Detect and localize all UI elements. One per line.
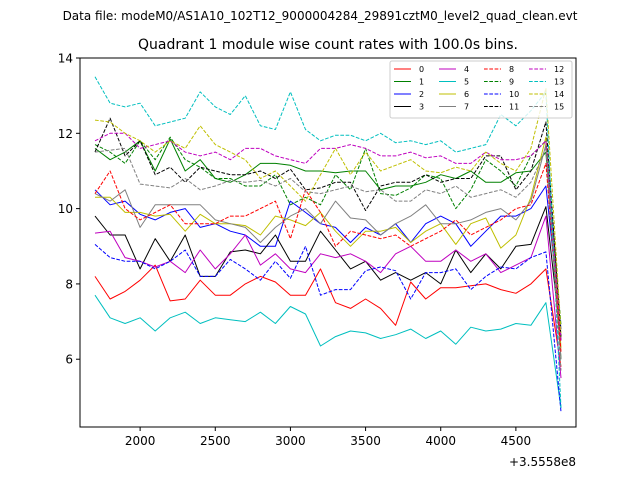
- legend-label-4: 4: [464, 65, 469, 74]
- x-axis: 2000 2500 3000 3500 4000 4500: [125, 427, 531, 448]
- chart-title: Quadrant 1 module wise count rates with …: [138, 37, 518, 53]
- suptitle: Data file: modeM0/AS1A10_102T12_90000042…: [63, 9, 578, 23]
- legend-label-11: 11: [509, 103, 519, 112]
- legend-label-6: 6: [464, 90, 469, 99]
- x-tick-label: 2500: [200, 434, 231, 448]
- legend-box: [389, 60, 573, 119]
- series-line-9: [94, 136, 562, 326]
- legend-label-14: 14: [554, 90, 564, 99]
- legend-label-12: 12: [554, 65, 564, 74]
- y-tick-label: 10: [58, 202, 73, 216]
- series-line-7: [94, 144, 562, 360]
- y-tick-label: 8: [65, 277, 73, 291]
- legend-label-9: 9: [509, 78, 514, 87]
- y-tick-label: 6: [65, 353, 73, 367]
- legend-label-2: 2: [419, 90, 424, 99]
- legend-label-5: 5: [464, 78, 469, 87]
- axes-frame: [79, 57, 577, 428]
- legend-label-10: 10: [509, 90, 519, 99]
- series-line-2: [94, 185, 562, 330]
- series-line-4: [94, 215, 562, 379]
- series-line-5: [94, 294, 562, 409]
- series-line-12: [94, 132, 562, 341]
- legend-label-3: 3: [419, 103, 424, 112]
- legend-label-7: 7: [464, 103, 469, 112]
- series-line-14: [94, 87, 562, 333]
- series-line-3: [94, 206, 562, 341]
- legend-label-13: 13: [554, 78, 564, 87]
- series-line-13: [94, 76, 562, 409]
- x-tick-label: 4500: [501, 434, 532, 448]
- y-axis: 6 8 10 12 14: [58, 52, 80, 367]
- legend-label-1: 1: [419, 78, 424, 87]
- series-line-15: [94, 147, 562, 371]
- x-tick-label: 2000: [125, 434, 156, 448]
- series-line-8: [94, 162, 562, 352]
- series-line-6: [95, 136, 562, 348]
- series-line-1: [94, 138, 562, 360]
- series-line-11: [94, 117, 562, 337]
- legend-label-8: 8: [509, 65, 514, 74]
- x-tick-label: 3000: [275, 434, 306, 448]
- y-tick-label: 14: [58, 52, 73, 66]
- plot-area: [94, 76, 562, 412]
- legend-label-15: 15: [554, 103, 564, 112]
- legend-label-0: 0: [419, 65, 424, 74]
- y-tick-label: 12: [58, 127, 73, 141]
- series-line-0: [94, 264, 562, 367]
- series-line-10: [94, 244, 562, 412]
- x-offset-label: +3.5558e8: [509, 455, 576, 469]
- x-tick-label: 4000: [425, 434, 456, 448]
- x-tick-label: 3500: [350, 434, 381, 448]
